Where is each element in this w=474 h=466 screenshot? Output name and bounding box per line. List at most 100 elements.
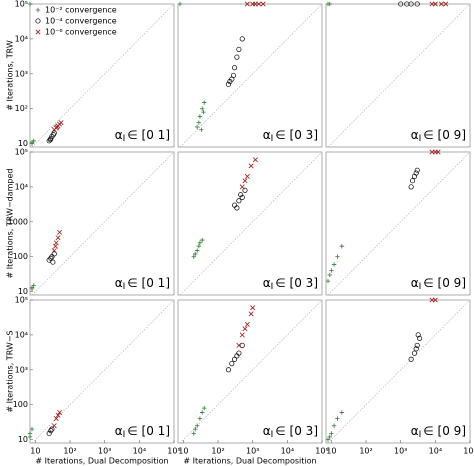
panel: αI ∈ [0 9] — [325, 1, 471, 148]
annotation-symbol: α — [115, 276, 123, 290]
plot-frame — [177, 299, 323, 444]
diagonal — [327, 299, 471, 444]
point — [438, 1, 444, 7]
annotation-sub: I — [123, 134, 126, 144]
point — [227, 79, 233, 85]
x-tick-label: 10⁵ — [167, 447, 180, 456]
point — [242, 187, 248, 193]
x-tick-label: 10 — [30, 447, 40, 456]
annotation-symbol: α — [115, 424, 123, 438]
x-tick-label: 10³ — [394, 447, 407, 456]
diagonal — [179, 299, 323, 444]
point — [331, 262, 337, 267]
point — [408, 1, 414, 7]
point — [52, 243, 58, 249]
point — [329, 431, 334, 436]
point — [236, 198, 242, 204]
point — [408, 184, 414, 190]
point — [197, 416, 203, 421]
point — [51, 251, 57, 257]
y-tick-label: 10⁵ — [15, 296, 28, 305]
point — [414, 1, 420, 7]
point — [416, 335, 423, 341]
point — [414, 342, 420, 348]
point — [327, 1, 332, 7]
panel: αI ∈ [0 9] — [325, 149, 471, 296]
point — [46, 430, 52, 437]
y-tick-label: 10⁴ — [15, 330, 28, 339]
plot-frame — [29, 299, 175, 444]
annotation-range: ∈ [0 9] — [423, 424, 466, 438]
point — [242, 326, 248, 332]
y-tick-label: 10³ — [15, 69, 28, 78]
plot-frame — [325, 3, 471, 148]
point — [232, 65, 238, 71]
point — [194, 124, 200, 130]
point — [239, 36, 245, 42]
point — [413, 170, 419, 176]
annotation: αI ∈ [0 9] — [411, 128, 466, 144]
point — [325, 437, 331, 442]
annotation-range: ∈ [0 1] — [127, 128, 170, 142]
point — [414, 167, 420, 173]
annotation-sub: I — [123, 282, 126, 292]
x-tick-label: 10⁴ — [133, 447, 146, 456]
x-tick-label: 10⁴ — [429, 447, 442, 456]
annotation-range: ∈ [0 3] — [275, 276, 318, 290]
point — [252, 1, 258, 7]
annotation: αI ∈ [0 9] — [411, 276, 466, 292]
panel: αI ∈ [0 3] — [177, 1, 323, 148]
point — [200, 237, 205, 243]
point — [229, 361, 235, 367]
y-tick-label: 10² — [15, 104, 28, 113]
point — [29, 426, 35, 432]
x-tick-label: 10³ — [246, 447, 259, 456]
point — [197, 240, 203, 246]
diagonal — [31, 3, 175, 148]
point — [230, 72, 237, 78]
point — [200, 410, 205, 415]
y-tick-label: 10⁴ — [15, 182, 28, 191]
point — [57, 229, 63, 235]
annotation-range: ∈ [0 1] — [127, 424, 170, 438]
point — [35, 29, 41, 35]
y-axis-label: # Iterations, TRW−S — [6, 330, 15, 412]
point — [244, 1, 250, 7]
point — [234, 54, 240, 60]
y-axis-label: # Iterations, TRW — [6, 40, 15, 111]
point — [55, 412, 61, 418]
annotation-range: ∈ [0 3] — [275, 424, 318, 438]
point — [234, 205, 240, 211]
point — [197, 114, 203, 119]
point — [339, 244, 345, 249]
y-tick-label: 10 — [18, 139, 28, 148]
panel: 10 10² 10³ 10⁴ 10⁵ αI∈ [0 9] — [325, 297, 474, 456]
point — [252, 157, 258, 163]
point — [191, 431, 197, 436]
diagonal — [179, 3, 323, 148]
point — [48, 255, 54, 261]
annotation: αI ∈ [0 3] — [263, 424, 318, 440]
annotation-range: ∈ [0 1] — [127, 276, 170, 290]
point — [443, 1, 449, 7]
annotation-symbol: α — [263, 128, 271, 142]
annotation: αI ∈ [0 1] — [115, 276, 170, 292]
point — [54, 124, 60, 130]
point — [51, 248, 57, 254]
point — [27, 1, 33, 7]
point — [244, 321, 250, 327]
point — [432, 297, 438, 303]
annotation-symbol: α — [411, 128, 419, 142]
point — [413, 346, 419, 352]
point — [191, 254, 197, 259]
annotation: αI ∈ [0 9] — [411, 424, 466, 440]
point — [177, 1, 183, 7]
point — [239, 332, 245, 338]
point — [53, 416, 59, 422]
diagonal — [327, 3, 471, 148]
x-tick-label: 10² — [63, 447, 76, 456]
point — [57, 409, 63, 415]
annotation-symbol: α — [411, 424, 419, 438]
panel: 10 10² 10³ 10⁴ 10⁵# Iterations, Dual Decompo… — [177, 299, 329, 466]
